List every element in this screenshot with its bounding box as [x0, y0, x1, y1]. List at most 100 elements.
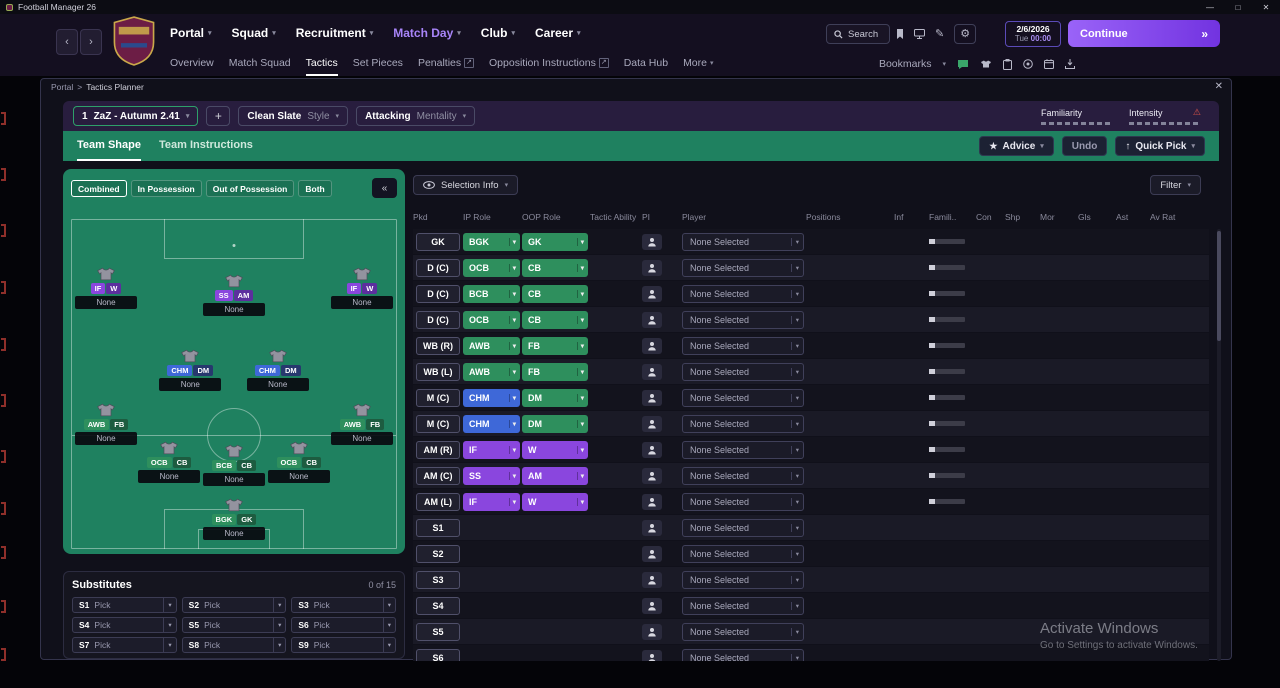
player-select[interactable]: None Selected ▾: [682, 570, 804, 589]
column-header-tactic-ability[interactable]: Tactic Ability: [590, 212, 637, 222]
player-select[interactable]: None Selected ▾: [682, 336, 804, 355]
ip-role-select[interactable]: CHM ▾: [463, 388, 520, 407]
pitch-filter-out-of-possession[interactable]: Out of Possession: [205, 180, 295, 197]
breadcrumb-root[interactable]: Portal: [51, 82, 74, 92]
position-chip[interactable]: S2: [416, 544, 460, 563]
oop-role-select[interactable]: AM ▾: [522, 466, 588, 485]
position-chip[interactable]: AM (C): [416, 466, 460, 485]
club-crest[interactable]: [112, 16, 156, 71]
player-select[interactable]: None Selected ▾: [682, 284, 804, 303]
pitch-player-if[interactable]: IF W None: [75, 267, 138, 309]
pitch-filter-in-possession[interactable]: In Possession: [130, 180, 202, 197]
position-chip[interactable]: D (C): [416, 258, 460, 277]
player-select[interactable]: None Selected ▾: [682, 414, 804, 433]
player-name-chip[interactable]: None: [203, 302, 265, 316]
column-header-player[interactable]: Player: [682, 212, 707, 222]
pitch-player-awb[interactable]: AWB FB None: [75, 403, 138, 446]
pitch-filter-combined[interactable]: Combined: [71, 180, 127, 197]
position-chip[interactable]: D (C): [416, 310, 460, 329]
filter-dropdown[interactable]: Filter ▾: [1150, 175, 1201, 195]
player-select[interactable]: None Selected ▾: [682, 648, 804, 661]
player-name-chip[interactable]: None: [75, 295, 138, 309]
player-select[interactable]: None Selected ▾: [682, 492, 804, 511]
column-header-gls[interactable]: Gls: [1078, 212, 1091, 222]
sub-slot-s1[interactable]: S1 Pick ▾: [72, 597, 177, 613]
continue-button[interactable]: Continue »: [1068, 20, 1220, 47]
undo-button[interactable]: Undo: [1061, 136, 1108, 156]
player-select[interactable]: None Selected ▾: [682, 362, 804, 381]
sub-slot-s8[interactable]: S8 Pick ▾: [181, 637, 287, 653]
quick-pick-button[interactable]: ↑ Quick Pick ▾: [1115, 136, 1205, 156]
ip-role-select[interactable]: CHM ▾: [463, 414, 520, 433]
tab-team-shape[interactable]: Team Shape: [77, 131, 141, 161]
bookmarks-dropdown[interactable]: Bookmarks: [878, 58, 932, 70]
player-instructions-button[interactable]: [642, 285, 662, 302]
table-scrollbar[interactable]: [1217, 229, 1221, 661]
column-header-pi[interactable]: PI: [642, 212, 651, 222]
column-header-inf[interactable]: Inf: [894, 212, 904, 222]
sub-slot-s9[interactable]: S9 Pick ▾: [291, 637, 396, 653]
player-name-chip[interactable]: None: [203, 473, 265, 487]
sub-slot-s6[interactable]: S6 Pick ▾: [291, 617, 396, 633]
tactic-slot-select[interactable]: 1 ZaZ - Autumn 2.41 ▾: [73, 106, 199, 126]
player-instructions-button[interactable]: [642, 571, 662, 588]
add-tactic-button[interactable]: +: [206, 106, 231, 126]
ip-role-select[interactable]: IF ▾: [463, 492, 520, 511]
position-chip[interactable]: GK: [416, 232, 460, 251]
player-instructions-button[interactable]: [642, 389, 662, 406]
player-instructions-button[interactable]: [642, 649, 662, 661]
column-header-pkd[interactable]: Pkd: [413, 212, 428, 222]
position-chip[interactable]: AM (L): [416, 492, 460, 511]
sub-slot-s5[interactable]: S5 Pick ▾: [181, 617, 287, 633]
pitch-player-chm[interactable]: CHM DM None: [159, 349, 222, 392]
player-select[interactable]: None Selected ▾: [682, 466, 804, 485]
advice-button[interactable]: ★ Advice ▾: [979, 136, 1054, 156]
player-instructions-button[interactable]: [642, 597, 662, 614]
oop-role-select[interactable]: W ▾: [522, 440, 588, 459]
minimize-button[interactable]: —: [1206, 2, 1214, 12]
position-chip[interactable]: S3: [416, 570, 460, 589]
subnav-tactics[interactable]: Tactics: [305, 52, 338, 76]
subnav-match-squad[interactable]: Match Squad: [229, 52, 291, 76]
player-instructions-button[interactable]: [642, 623, 662, 640]
position-chip[interactable]: WB (L): [416, 362, 460, 381]
menu-career[interactable]: Career ▾: [535, 26, 581, 40]
player-name-chip[interactable]: None: [267, 469, 330, 483]
player-select[interactable]: None Selected ▾: [682, 258, 804, 277]
subnav-set-pieces[interactable]: Set Pieces: [353, 52, 403, 76]
player-instructions-button[interactable]: [642, 441, 662, 458]
player-name-chip[interactable]: None: [330, 295, 393, 309]
column-header-av-rat[interactable]: Av Rat: [1150, 212, 1176, 222]
game-date[interactable]: 2/6/2026 Tue 00:00: [1005, 21, 1061, 47]
sub-slot-s3[interactable]: S3 Pick ▾: [291, 597, 396, 613]
calendar-icon[interactable]: [1044, 59, 1054, 69]
menu-recruitment[interactable]: Recruitment ▾: [296, 26, 374, 40]
player-select[interactable]: None Selected ▾: [682, 310, 804, 329]
menu-portal[interactable]: Portal ▾: [170, 26, 212, 40]
scrollbar-thumb[interactable]: [1217, 231, 1221, 341]
oop-role-select[interactable]: CB ▾: [522, 310, 588, 329]
column-header-oop-role[interactable]: OOP Role: [522, 212, 561, 222]
player-instructions-button[interactable]: [642, 493, 662, 510]
pitch-player-ss[interactable]: SS AM None: [203, 274, 265, 316]
oop-role-select[interactable]: W ▾: [522, 492, 588, 511]
player-select[interactable]: None Selected ▾: [682, 440, 804, 459]
player-select[interactable]: None Selected ▾: [682, 232, 804, 251]
position-chip[interactable]: WB (R): [416, 336, 460, 355]
bookmark-icon[interactable]: [896, 29, 904, 39]
oop-role-select[interactable]: DM ▾: [522, 414, 588, 433]
search-button[interactable]: Search: [826, 24, 890, 44]
ip-role-select[interactable]: AWB ▾: [463, 362, 520, 381]
subnav-opposition-instructions[interactable]: Opposition Instructions ↗: [489, 52, 609, 76]
menu-club[interactable]: Club ▾: [481, 26, 515, 40]
panel-close-icon[interactable]: ✕: [1214, 81, 1223, 92]
column-header-famili[interactable]: Famili..: [929, 212, 957, 222]
pitch-player-bcb[interactable]: BCB CB None: [203, 444, 265, 487]
player-select[interactable]: None Selected ▾: [682, 388, 804, 407]
player-name-chip[interactable]: None: [203, 527, 265, 541]
player-name-chip[interactable]: None: [159, 378, 222, 392]
forward-button[interactable]: ›: [80, 29, 102, 55]
column-header-ip-role[interactable]: IP Role: [463, 212, 491, 222]
ip-role-select[interactable]: BGK ▾: [463, 232, 520, 251]
pencil-icon[interactable]: ✎: [935, 27, 945, 40]
